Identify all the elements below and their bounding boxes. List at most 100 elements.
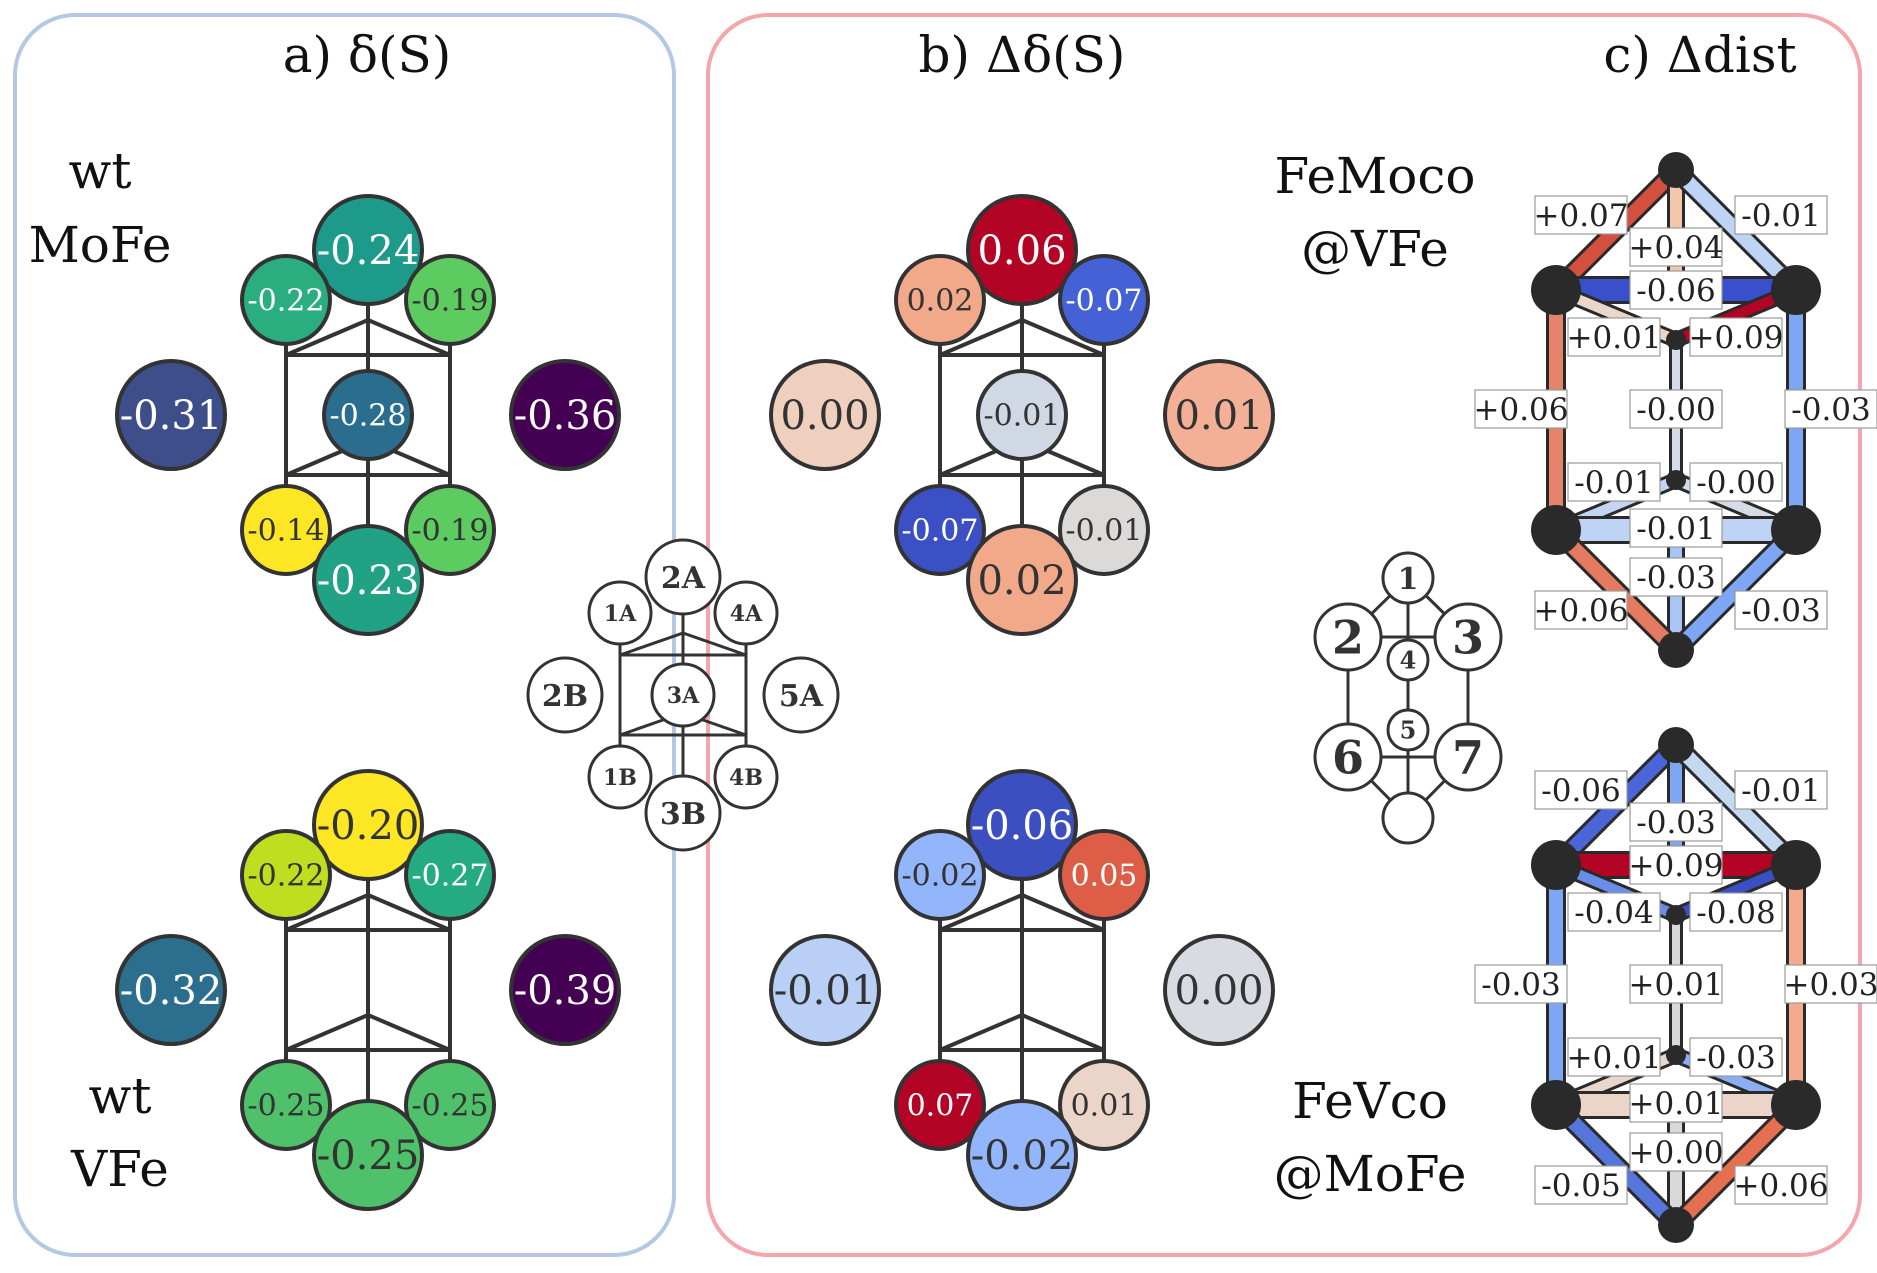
c-femoco-atom-top (1658, 152, 1694, 188)
b-fevco-site-2a-value: -0.06 (971, 803, 1074, 849)
c-femoco-atom-ul (1531, 265, 1581, 315)
c-fevco-label-lower-left-inner: +0.01 (1567, 1040, 1662, 1076)
b-fevco-site-1b (894, 1059, 986, 1151)
a-mofe-bond (367, 318, 451, 357)
b-fevco-site-1b-value: 0.07 (907, 1089, 974, 1124)
b-femoco-bond (1021, 318, 1105, 357)
c-fevco-distance-diagram: -0.06 -0.03 -0.01 +0.09 -0.04 -0.08 -0.03 +0.01… (1474, 727, 1877, 1243)
a-vfe-site-2b (115, 934, 227, 1046)
a-mofe-site-4a-value: -0.19 (412, 284, 489, 319)
c-femoco-label-upper-left-inner: +0.01 (1567, 320, 1662, 356)
c-femoco-label-box-right-side (1784, 389, 1877, 429)
c-fevco-label-box-top-center (1629, 802, 1723, 842)
c-femoco-label-box-left-side (1474, 389, 1568, 429)
label-fevco-mofe-line2: @MoFe (1274, 1145, 1467, 1203)
c-fevco-label-box-top-right (1734, 770, 1828, 810)
c-fevco-label-box-right-side (1784, 964, 1877, 1004)
c-fevco-label-box-top-left (1534, 770, 1628, 810)
c-fevco-atom-c1 (1666, 905, 1686, 925)
c-femoco-label-box-lower-center (1629, 557, 1723, 597)
c-fevco-label-box-bar-upper (1629, 845, 1723, 885)
b-femoco-site-1b (894, 484, 986, 576)
c-femoco-label-left-side: +0.06 (1474, 392, 1569, 428)
panel-b-title: b) Δδ(S) (919, 26, 1126, 84)
b-fevco-site-1a (894, 829, 986, 921)
c-fevco-edge-bottom-right (1671, 1100, 1801, 1230)
c-fevco-label-top-center: -0.03 (1636, 805, 1716, 841)
panel-a-title: a) δ(S) (283, 26, 452, 84)
legend-c-site-1-label: 1 (1398, 562, 1419, 597)
b-fevco-bond (1021, 1013, 1105, 1052)
a-mofe-site-2b-value: -0.31 (120, 393, 223, 439)
c-fevco-atom-ur (1771, 840, 1821, 890)
b-femoco-bond (939, 318, 1023, 357)
c-femoco-edge-bottom-left (1551, 525, 1681, 655)
legend-c-site-6-label: 6 (1332, 731, 1364, 785)
a-vfe-bond (285, 1013, 369, 1052)
legend-a-site-2a (644, 538, 722, 616)
b-fevco-site-1a-value: -0.02 (902, 859, 979, 894)
c-femoco-label-box-center-line (1629, 389, 1723, 429)
c-fevco-label-upper-right-inner: -0.08 (1696, 895, 1776, 931)
b-fevco-site-4a-value: 0.05 (1071, 859, 1138, 894)
b-femoco-site-4b-value: -0.01 (1066, 514, 1143, 549)
c-fevco-label-top-right: -0.01 (1741, 773, 1821, 809)
a-vfe-cluster: -0.20 -0.22 -0.27 -0.32 -0.39 -0.25 -0.25 -0.25 (115, 769, 621, 1211)
c-fevco-label-bar-lower: +0.01 (1629, 1086, 1724, 1122)
c-fevco-label-box-bottom-left (1534, 1165, 1628, 1205)
c-femoco-label-upper-right-inner: +0.09 (1689, 320, 1784, 356)
legend-a-bond (619, 631, 684, 657)
c-femoco-edge-bottom-right (1671, 525, 1801, 655)
c-fevco-label-right-side: +0.03 (1784, 967, 1877, 1003)
b-femoco-site-1a-value: 0.02 (907, 284, 974, 319)
a-vfe-site-2a (312, 769, 424, 881)
legend-c-site-3-label: 3 (1452, 611, 1484, 665)
c-fevco-edge-bottom-left (1551, 1100, 1681, 1230)
b-fevco-bond (939, 893, 1023, 932)
c-fevco-atom-ll (1531, 1080, 1581, 1130)
a-mofe-bond (285, 318, 369, 357)
c-femoco-label-top-right: -0.01 (1741, 198, 1821, 234)
c-femoco-atom-c1 (1666, 330, 1686, 350)
b-fevco-bond (1021, 893, 1105, 932)
c-fevco-label-box-center-line (1629, 964, 1723, 1004)
legend-a-site-3b-label: 3B (660, 797, 706, 832)
a-vfe-site-2b-value: -0.32 (120, 968, 223, 1014)
a-mofe-site-4b-value: -0.19 (412, 514, 489, 549)
b-femoco-site-3b (966, 524, 1078, 636)
legend-a-site-3a-label: 3A (667, 683, 700, 709)
c-femoco-atom-lr (1771, 505, 1821, 555)
a-vfe-site-2a-value: -0.20 (317, 803, 420, 849)
distance-diagrams: +0.07+0.04 -0.01 -0.06 +0.01 +0.09 +0.06 -0.00… (1474, 152, 1877, 1243)
b-femoco-site-3b-value: 0.02 (977, 558, 1066, 604)
c-fevco-label-bottom-right: +0.06 (1734, 1168, 1829, 1204)
label-wt-vfe-line1: wt (89, 1067, 152, 1125)
a-vfe-site-4a (404, 829, 496, 921)
c-femoco-label-center-line: -0.00 (1636, 392, 1716, 428)
a-vfe-site-3b (312, 1099, 424, 1211)
b-femoco-cluster: 0.060.02 -0.07-0.010.00 0.01-0.07 -0.010.02 (769, 194, 1275, 636)
a-mofe-site-2a (312, 194, 424, 306)
c-fevco-label-center-line: +0.01 (1629, 967, 1724, 1003)
legend-c-site-2-label: 2 (1332, 611, 1364, 665)
a-vfe-bond (367, 1013, 451, 1052)
c-fevco-label-box-bar-lower (1629, 1083, 1723, 1123)
c-femoco-atom-ll (1531, 505, 1581, 555)
c-femoco-label-box-bar-upper (1629, 270, 1723, 310)
b-fevco-site-4b (1058, 1059, 1150, 1151)
a-mofe-site-2b (115, 359, 227, 471)
a-mofe-cluster: -0.24 -0.22 -0.19 -0.28 -0.31 -0.36 -0.14 -0.19… (115, 194, 621, 636)
a-vfe-site-5a-value: -0.39 (514, 968, 617, 1014)
b-femoco-site-3a-value: -0.01 (984, 399, 1061, 434)
a-vfe-site-4a-value: -0.27 (412, 859, 489, 894)
a-mofe-site-1a (240, 254, 332, 346)
legend-a-site-4a-label: 4A (730, 601, 763, 627)
c-fevco-label-box-lower-center (1629, 1132, 1723, 1172)
a-vfe-site-4b-value: -0.25 (412, 1089, 489, 1124)
legend-c-site-3 (1433, 602, 1503, 672)
b-femoco-site-1a (894, 254, 986, 346)
c-fevco-label-upper-left-inner: -0.04 (1574, 895, 1654, 931)
c-femoco-label-top-center: +0.04 (1629, 230, 1724, 266)
a-mofe-site-3a-value: -0.28 (330, 399, 407, 434)
